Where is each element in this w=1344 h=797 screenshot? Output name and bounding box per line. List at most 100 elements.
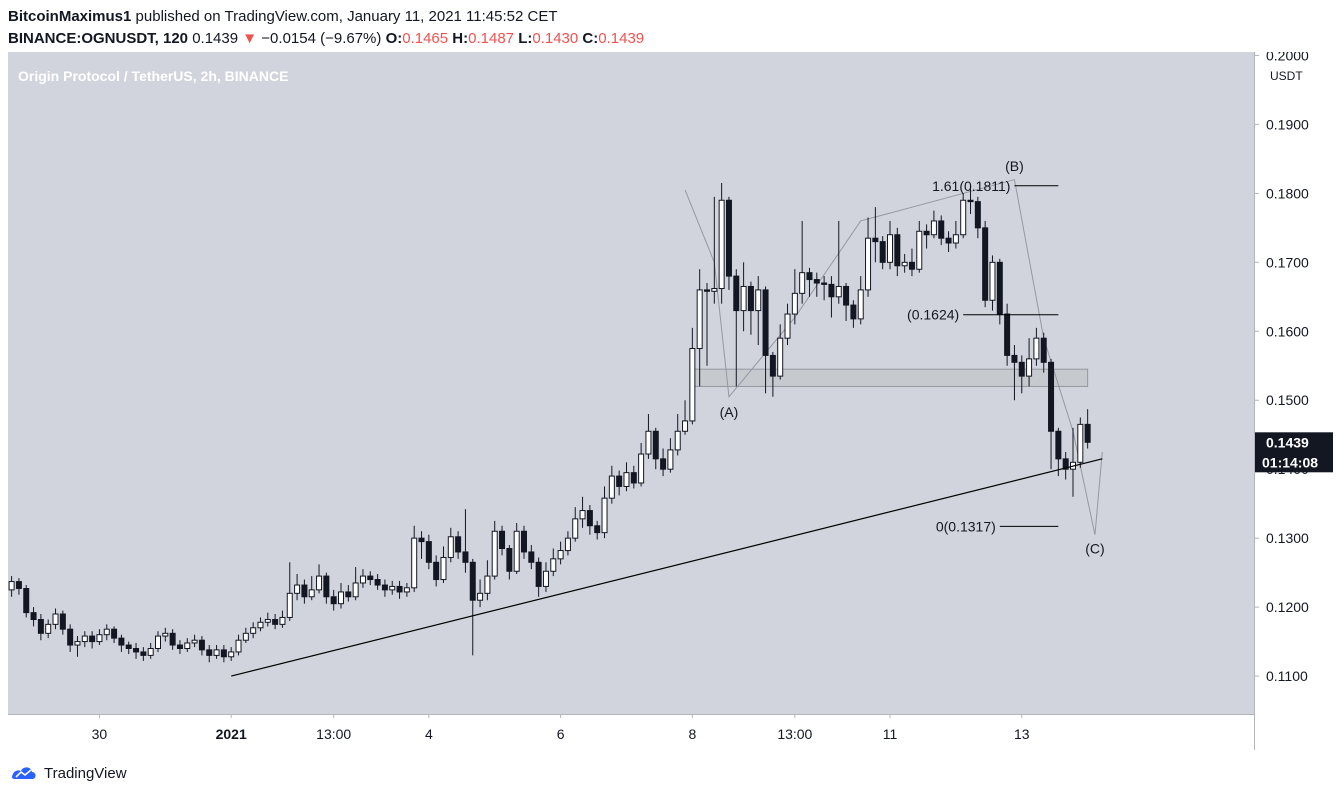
candle-up	[572, 518, 579, 539]
publish-info: published on TradingView.com, January 11…	[135, 8, 558, 25]
low-label: L:	[518, 30, 533, 47]
open-label: O:	[385, 30, 403, 47]
candle-up	[901, 261, 908, 267]
candle-down	[125, 644, 132, 649]
candle-up	[491, 530, 498, 577]
high-value: 0.1487	[468, 30, 515, 47]
candle-down	[118, 637, 125, 646]
x-tick-label: 11	[883, 726, 898, 742]
down-arrow-icon: ▼	[242, 30, 258, 47]
candle-down	[111, 628, 118, 639]
fib-level-label: (0.1624)	[907, 307, 959, 323]
candle-down	[938, 220, 945, 239]
candle-down	[769, 354, 776, 377]
candle-up	[477, 592, 484, 601]
candle-down	[220, 649, 227, 658]
candle-down	[37, 619, 44, 634]
candle-down	[982, 227, 989, 301]
price-chart[interactable]: Origin Protocol / TetherUS, 2h, BINANCE 0…	[8, 52, 1334, 750]
candle-down	[967, 199, 974, 203]
wave-label: (C)	[1085, 541, 1104, 557]
candle-up	[799, 272, 806, 294]
candle-down	[23, 587, 30, 614]
candle-down	[381, 584, 388, 591]
tradingview-brand[interactable]: TradingView	[44, 764, 127, 782]
x-tick-label: 13:00	[777, 726, 812, 742]
y-tick-label: 0.2000	[1266, 52, 1309, 63]
candle-down	[850, 304, 857, 320]
candle-up	[601, 497, 608, 534]
candle-down	[1004, 313, 1011, 356]
candle-up	[213, 649, 220, 656]
high-label: H:	[452, 30, 469, 47]
candle-down	[169, 632, 176, 646]
candle-down	[923, 230, 930, 236]
wave-label: (A)	[720, 404, 739, 420]
bar-countdown: 01:14:08	[1262, 454, 1318, 470]
candle-up	[564, 537, 571, 552]
candle-down	[521, 530, 527, 553]
candle-down	[733, 275, 740, 312]
fib-level-label: 1.61(0.1811)	[932, 178, 1010, 194]
candle-down	[176, 644, 183, 649]
chart-publish-line: BitcoinMaximus1 published on TradingView…	[8, 8, 558, 25]
candle-up	[674, 430, 681, 451]
candle-down	[499, 530, 506, 549]
candle-down	[89, 635, 96, 643]
candle-down	[974, 201, 981, 229]
candle-down	[894, 234, 901, 267]
candle-down	[272, 619, 279, 625]
candle-down	[133, 647, 140, 653]
y-tick-label: 0.1200	[1266, 599, 1309, 615]
candle-up	[989, 261, 996, 301]
candle-down	[908, 261, 915, 270]
candle-up	[916, 230, 923, 270]
candle-down	[821, 282, 828, 285]
x-tick-label: 30	[92, 726, 108, 742]
candle-down	[725, 199, 732, 277]
candle-down	[630, 472, 637, 484]
candle-up	[645, 430, 652, 455]
candle-down	[15, 581, 22, 589]
candle-up	[484, 575, 491, 594]
candle-down	[813, 279, 820, 284]
close-value: 0.1439	[598, 30, 645, 47]
candle-down	[996, 261, 1003, 315]
candle-up	[403, 587, 410, 593]
candle-down	[1018, 361, 1025, 377]
close-label: C:	[582, 30, 599, 47]
price-change: −0.0154 (−9.67%)	[261, 30, 382, 47]
candle-up	[103, 628, 110, 636]
fib-level-label: 0(0.1317)	[936, 518, 996, 534]
candle-down	[330, 596, 337, 605]
candle-down	[843, 285, 850, 306]
candle-up	[791, 292, 798, 315]
candle-down	[1040, 337, 1047, 363]
candle-down	[396, 585, 403, 593]
candle-up	[542, 570, 549, 587]
candle-up	[777, 337, 784, 377]
wave-label: (B)	[1005, 158, 1024, 174]
candle-up	[235, 639, 242, 653]
candle-up	[316, 575, 323, 591]
candle-down	[762, 289, 769, 356]
candle-up	[711, 288, 718, 292]
candle-up	[440, 556, 447, 581]
x-tick-label: 13	[1014, 726, 1030, 742]
candle-down	[469, 561, 476, 601]
candle-down	[374, 579, 381, 586]
y-tick-label: 0.1800	[1266, 185, 1309, 201]
candle-up	[755, 289, 762, 312]
author-name[interactable]: BitcoinMaximus1	[8, 8, 132, 25]
candle-up	[286, 592, 293, 618]
candle-down	[704, 289, 710, 292]
candle-up	[242, 632, 249, 641]
candle-up	[52, 613, 59, 625]
candle-up	[608, 475, 615, 499]
candle-up	[696, 289, 703, 350]
candle-up	[623, 472, 630, 487]
y-tick-label: 0.1500	[1266, 392, 1309, 408]
tradingview-footer: TradingView	[10, 764, 127, 782]
candle-up	[294, 584, 301, 594]
candle-down	[1055, 430, 1062, 460]
